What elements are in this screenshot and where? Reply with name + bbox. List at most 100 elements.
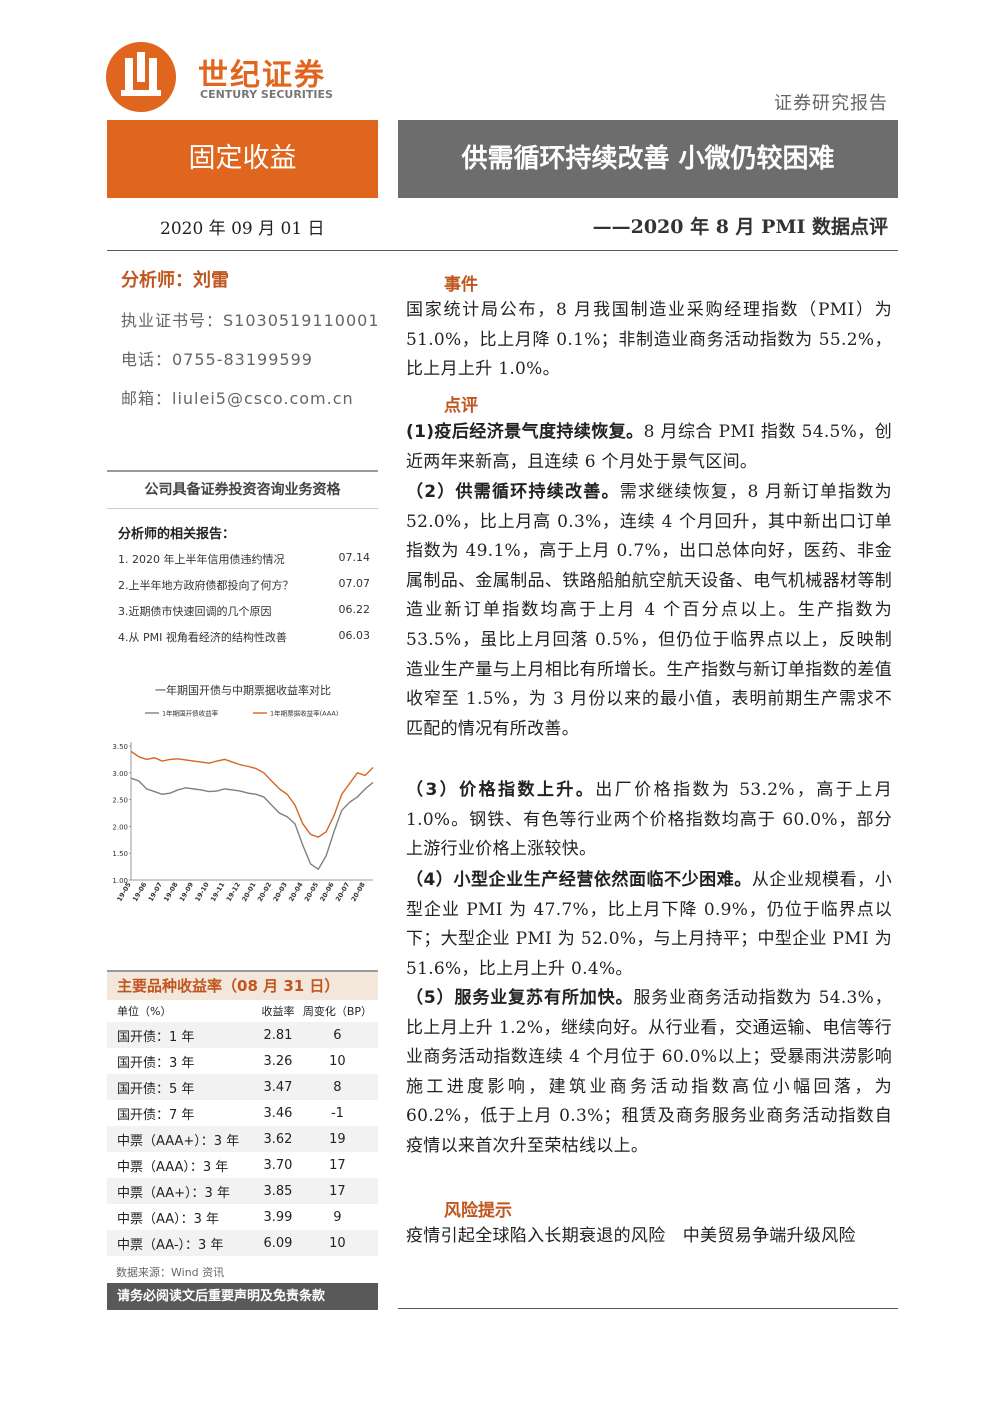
- point: （5）服务业复苏有所加快。服务业商务活动指数为 54.3%，比上月上升 1.2%…: [406, 984, 892, 1162]
- related-item: 1. 2020 年上半年信用债违约情况 07.14: [118, 551, 370, 567]
- brand-cn: 世纪证券: [198, 58, 326, 93]
- table-cell: 2.81: [263, 1027, 293, 1043]
- related-title: 分析师的相关报告：: [118, 527, 236, 542]
- table-cell: 中票（AA）：3 年: [117, 1211, 220, 1227]
- related-item: 2.上半年地方政府债都投向了何方？ 07.07: [118, 577, 370, 593]
- table-row: 国开债：1 年 2.81 6: [107, 1022, 378, 1048]
- table-row: 中票（AA+）：3 年 3.85 17: [107, 1178, 378, 1204]
- related-date: 07.07: [338, 577, 371, 590]
- license: 执业证书号：S1030519110001: [121, 311, 380, 330]
- subtitle: ——2020 年 8 月 PMI 数据点评: [592, 216, 888, 238]
- y-tick-label: 3.50: [112, 743, 128, 751]
- table-cell: 10: [329, 1053, 346, 1069]
- chart: 一年期国开债与中期票据收益率对比 1.00 1.50 2.00 2.50 3.00 3.5…: [112, 683, 374, 903]
- table-row: 中票（AA）：3 年 3.99 9: [107, 1204, 378, 1230]
- y-tick-label: 1.00: [112, 877, 128, 885]
- header-cell: 收益率: [261, 1005, 295, 1018]
- related-title: 4.从 PMI 视角看经济的结构性改善: [118, 631, 287, 644]
- table-row: 中票（AAA+）：3 年 3.62 19: [107, 1126, 378, 1152]
- table-cell: 中票（AA+）：3 年: [117, 1185, 230, 1201]
- table-cell: 3.47: [263, 1079, 293, 1095]
- table-row: 国开债：7 年 3.46 -1: [107, 1100, 378, 1126]
- table-cell: 国开债：3 年: [117, 1055, 195, 1071]
- yield-title: 主要品种收益率（08 月 31 日）: [107, 970, 378, 1000]
- yield-table: 单位（%） 收益率 周变化（BP） 国开债：1 年 2.81 6 国开债：3 年 3.26 10…: [107, 1000, 378, 1256]
- table-row: 国开债：5 年 3.47 8: [107, 1074, 378, 1100]
- point-text: 需求继续恢复，8 月新订单指数为 52.0%，比上月高 0.3%，连续 4 个月…: [406, 482, 892, 739]
- related-title: 3.近期债市快速回调的几个原因: [118, 605, 272, 618]
- header-cell: 单位（%）: [117, 1005, 172, 1018]
- table-row: 中票（AAA）：3 年 3.70 17: [107, 1152, 378, 1178]
- point-lead: （5）服务业复苏有所加快。: [406, 988, 634, 1008]
- footer-line: [398, 1308, 898, 1309]
- comment-heading: 点评: [444, 396, 478, 416]
- analyst-name: 分析师：刘雷: [121, 270, 229, 291]
- y-tick-label: 2.00: [112, 823, 128, 831]
- report-type: 证券研究报告: [774, 93, 888, 114]
- source: 数据来源：Wind 资讯: [116, 1266, 225, 1279]
- y-tick-label: 2.50: [112, 797, 128, 805]
- related-title: 2.上半年地方政府债都投向了何方？: [118, 579, 294, 592]
- point-text: 从企业规模看，小型企业 PMI 为 47.7%，比上月下降 0.9%，仍位于临界…: [406, 870, 892, 979]
- risk-heading: 风险提示: [444, 1201, 512, 1221]
- table-cell: 3.85: [263, 1183, 293, 1199]
- point-lead: （4）小型企业生产经营依然面临不少困难。: [406, 870, 752, 890]
- report-title: 供需循环持续改善 小微仍较困难: [398, 120, 898, 198]
- table-cell: 中票（AA-）：3 年: [117, 1237, 224, 1253]
- event-heading: 事件: [444, 275, 478, 295]
- risk-text: 疫情引起全球陷入长期衰退的风险 中美贸易争端升级风险: [406, 1226, 856, 1246]
- x-tick-label: 20-08: [350, 881, 368, 903]
- header-row: 单位（%） 收益率 周变化（BP）: [107, 1000, 378, 1022]
- table-cell: 国开债：7 年: [117, 1107, 195, 1123]
- point: （4）小型企业生产经营依然面临不少困难。从企业规模看，小型企业 PMI 为 47…: [406, 866, 892, 984]
- point-text: 8 月综合 PMI 指数 54.5%，创近两年来新高，且连续 6 个月处于景气区…: [406, 422, 892, 472]
- disclaimer: 请务必阅读文后重要声明及免责条款: [107, 1283, 378, 1310]
- category: 固定收益: [107, 120, 378, 198]
- logo-icon: [106, 42, 176, 112]
- point: （2）供需循环持续改善。需求继续恢复，8 月新订单指数为 52.0%，比上月高 …: [406, 478, 892, 744]
- point: （3）价格指数上升。出厂价格指数为 53.2%，高于上月 1.0%。钢铁、有色等…: [406, 776, 892, 865]
- table-cell: 19: [329, 1131, 346, 1147]
- table-cell: 中票（AAA+）：3 年: [117, 1133, 240, 1149]
- table-cell: 国开债：1 年: [117, 1029, 195, 1045]
- table-row: 国开债：3 年 3.26 10: [107, 1048, 378, 1074]
- table-row: 中票（AA-）：3 年 6.09 10: [107, 1230, 378, 1256]
- x-tick-label: 20-07: [334, 881, 351, 903]
- table-cell: 3.99: [263, 1209, 293, 1225]
- table-cell: 17: [329, 1157, 346, 1173]
- legend-label: 1年期国开债收益率: [162, 709, 219, 718]
- divider: [107, 250, 898, 251]
- email: 邮箱：liulei5@csco.com.cn: [121, 389, 354, 408]
- point-lead: （3）价格指数上升。: [406, 780, 596, 800]
- related-date: 07.14: [338, 551, 371, 564]
- x-tick-label: 19-12: [225, 881, 242, 903]
- table-cell: 8: [333, 1079, 342, 1095]
- chart-title: 一年期国开债与中期票据收益率对比: [155, 683, 331, 697]
- y-tick-label: 3.00: [112, 770, 128, 778]
- table-cell: 10: [329, 1235, 346, 1251]
- date: 2020 年 09 月 01 日: [160, 219, 325, 239]
- related-item: 3.近期债市快速回调的几个原因 06.22: [118, 603, 370, 619]
- x-tick-label: 20-02: [256, 881, 273, 903]
- table-cell: 中票（AAA）：3 年: [117, 1159, 229, 1175]
- related-date: 06.03: [338, 629, 371, 642]
- header-cell: 周变化（BP）: [302, 1005, 373, 1018]
- qualification: 公司具备证券投资咨询业务资格: [107, 470, 378, 509]
- table-cell: 6: [333, 1027, 342, 1043]
- point: (1)疫后经济景气度持续恢复。8 月综合 PMI 指数 54.5%，创近两年来新…: [406, 418, 892, 477]
- phone: 电话：0755-83199599: [121, 350, 313, 369]
- y-tick-label: 1.50: [112, 850, 128, 858]
- point-lead: (1)疫后经济景气度持续恢复。: [406, 422, 644, 442]
- table-cell: 6.09: [263, 1235, 293, 1251]
- table-cell: -1: [330, 1105, 344, 1121]
- table-cell: 9: [333, 1209, 342, 1225]
- related-date: 06.22: [338, 603, 371, 616]
- point-text: 出厂价格指数为 53.2%，高于上月 1.0%。钢铁、有色等行业两个价格指数均高…: [406, 780, 893, 860]
- related-item: 4.从 PMI 视角看经济的结构性改善 06.03: [118, 629, 370, 645]
- x-tick-label: 20-03: [272, 881, 289, 903]
- point-lead: （2）供需循环持续改善。: [406, 482, 620, 502]
- brand-en: CENTURY SECURITIES: [200, 88, 333, 101]
- table-cell: 3.26: [263, 1053, 293, 1069]
- legend-label: 1年期票据收益率(AAA): [270, 709, 338, 718]
- table-cell: 17: [329, 1183, 346, 1199]
